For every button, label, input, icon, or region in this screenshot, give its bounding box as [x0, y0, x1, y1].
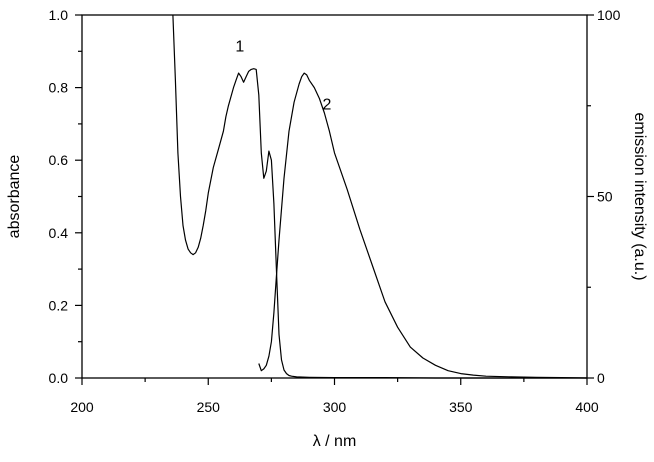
x-tick-label: 200 [70, 399, 94, 415]
y-tick-label: 1.0 [49, 7, 69, 23]
series-label-1: 1 [235, 38, 244, 55]
x-tick-label: 300 [323, 399, 347, 415]
y-tick-label: 0.8 [49, 80, 69, 96]
y-tick-label: 0.0 [49, 370, 69, 386]
plot-frame-border [81, 14, 588, 379]
x-tick-label: 350 [449, 399, 473, 415]
y2-tick-label: 0 [597, 370, 605, 386]
y2-axis-title: emission intensity (a.u.) [631, 112, 648, 280]
y-axis-title: absorbance [6, 155, 23, 239]
labels: 200 250 300 350 400 0.0 0.2 0.4 0.6 0.8 1.0 0 50 100 λ… [6, 7, 648, 450]
x-tick-label: 250 [197, 399, 221, 415]
series-line-1 [172, 14, 587, 379]
x-tick-label: 400 [575, 399, 599, 415]
series-lines [172, 14, 588, 379]
series-line-2 [258, 72, 588, 379]
plot-frame [81, 14, 588, 379]
y-tick-label: 0.6 [49, 152, 69, 168]
y-tick-label: 0.4 [49, 225, 69, 241]
y2-tick-label: 100 [597, 7, 621, 23]
y2-tick-label: 50 [597, 189, 613, 205]
x-axis-title: λ / nm [313, 433, 357, 450]
y-tick-label: 0.2 [49, 297, 69, 313]
ticks [75, 14, 594, 385]
series-label-2: 2 [322, 96, 331, 113]
